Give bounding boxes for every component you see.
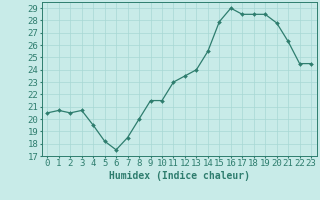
X-axis label: Humidex (Indice chaleur): Humidex (Indice chaleur) [109, 171, 250, 181]
